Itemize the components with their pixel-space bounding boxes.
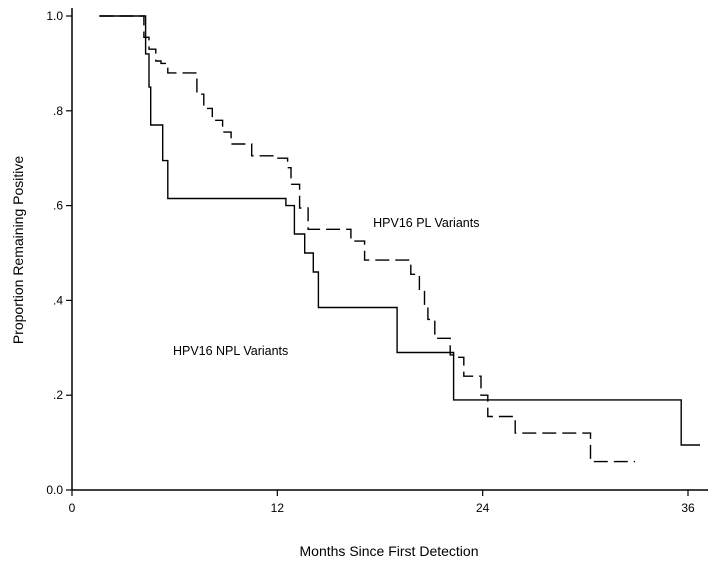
series-annotation: HPV16 NPL Variants	[173, 344, 288, 358]
y-tick-label: 1.0	[46, 9, 63, 23]
x-tick-label: 12	[271, 501, 285, 515]
x-tick-label: 24	[476, 501, 490, 515]
x-axis-title: Months Since First Detection	[300, 543, 479, 559]
annotations-group: HPV16 PL Variants HPV16 NPL Variants	[173, 216, 480, 358]
y-tick-label: .8	[53, 104, 63, 118]
series-line-hpv16-npl-variants	[99, 15, 700, 446]
x-tick-label: 0	[69, 501, 76, 515]
axes	[71, 8, 708, 491]
ticks: 0 12 24 36 0.0 .2 .4 .6 .8 1.0	[46, 9, 695, 515]
x-tick-label: 36	[681, 501, 695, 515]
y-axis-title: Proportion Remaining Positive	[10, 156, 26, 345]
series-annotation: HPV16 PL Variants	[373, 216, 479, 230]
y-tick-label: .6	[53, 199, 63, 213]
series-group	[99, 15, 700, 463]
series-line-hpv16-pl-variants	[99, 15, 635, 463]
y-tick-label: .2	[53, 388, 63, 402]
y-tick-label: .4	[53, 293, 63, 307]
y-tick-label: 0.0	[46, 483, 63, 497]
